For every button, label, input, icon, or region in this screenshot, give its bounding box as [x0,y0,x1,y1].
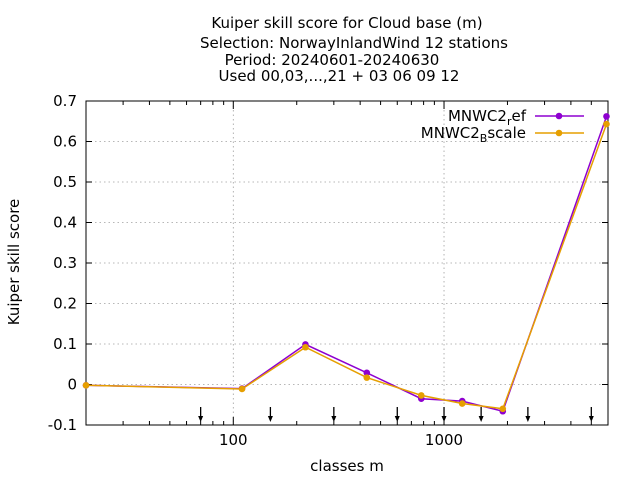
legend-point [555,129,563,137]
x-axis-label: classes m [310,457,384,475]
class-limit-arrow [525,407,531,422]
series-point [82,382,90,389]
legend-entry-2: MNWC2Bscale [421,124,584,145]
series-point [363,369,371,377]
title-line-4: Used 00,03,...,21 + 03 06 09 12 [219,67,460,85]
arrow-head [588,416,594,422]
title-line-1: Kuiper skill score for Cloud base (m) [211,14,482,32]
arrow-head [198,416,204,422]
grid-lines [86,101,608,425]
arrow-head [525,416,531,422]
y-axis-ticks: -0.1 0 0.1 0.2 0.3 0.4 0.5 0.6 0.7 [48,92,608,434]
series-point [499,405,507,413]
series-point [458,400,466,407]
y-tick-label: 0.5 [53,173,77,191]
chart-title: Kuiper skill score for Cloud base (m) Se… [200,14,508,85]
y-tick-label: 0.2 [53,295,77,313]
legend-label: MNWC2ref [448,107,527,128]
class-limit-arrow [267,407,273,422]
title-line-2: Selection: NorwayInlandWind 12 stations [200,34,508,52]
x-tick-label: 1000 [425,431,463,449]
class-limit-arrow [394,407,400,422]
class-limit-arrow [198,407,204,422]
legend-entry-1: MNWC2ref [448,107,584,128]
y-tick-label: 0.3 [53,254,77,272]
arrow-head [441,416,447,422]
series-2 [82,120,610,413]
class-limit-arrow [478,407,484,422]
series-point [603,113,610,120]
series-point [363,374,371,381]
legend-point [555,112,563,120]
class-limit-markers [198,407,594,422]
y-tick-label: 0.4 [53,214,77,232]
series-1 [82,113,610,415]
y-tick-label: 0.7 [53,92,77,110]
arrow-head [394,416,400,422]
series-point [417,392,425,399]
y-axis-label: Kuiper skill score [5,199,23,326]
y-tick-label: 0.6 [53,133,77,151]
series-point [302,343,309,351]
series-point [238,385,246,393]
title-line-3: Period: 20240601-20240630 [225,51,440,69]
data-series [82,113,610,415]
series-line [85,123,608,410]
arrow-head [267,416,273,422]
y-tick-label: -0.1 [48,416,77,434]
y-tick-label: 0.1 [53,335,77,353]
legend-label: MNWC2Bscale [421,124,526,145]
arrow-head [331,416,337,422]
arrow-head [478,416,484,422]
class-limit-arrow [331,407,337,422]
series-point [603,120,610,128]
x-tick-label: 100 [219,431,248,449]
class-limit-arrow [441,407,447,422]
y-tick-label: 0 [67,376,77,394]
class-limit-arrow [588,407,594,422]
x-axis-ticks: 100 1000 [122,101,592,449]
